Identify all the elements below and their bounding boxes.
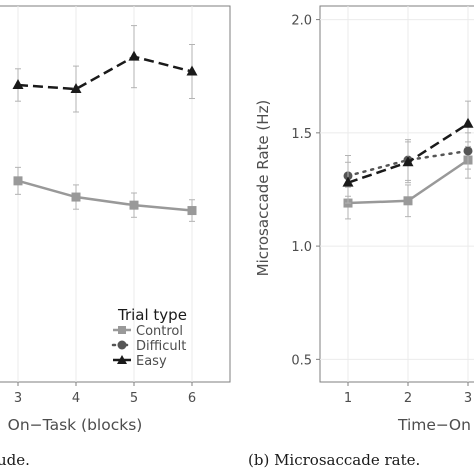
data-point-easy <box>12 79 24 89</box>
left-series-group <box>12 25 198 222</box>
right-y-axis-label: Microsaccade Rate (Hz) <box>254 100 272 277</box>
series-easy <box>12 25 198 113</box>
y-tick-label: 1.5 <box>291 127 312 142</box>
right-x-tick-labels: 1 2 3 <box>344 382 472 406</box>
x-tick-label: 5 <box>130 391 138 406</box>
legend-key-easy <box>113 355 131 364</box>
right-plot-frame <box>319 5 474 383</box>
left-panel: 3 4 5 6 On−Task (blocks) Trial type Control… <box>0 5 231 469</box>
x-tick-label: 3 <box>464 391 472 406</box>
left-caption: ude. <box>0 451 30 469</box>
legend-label-control: Control <box>136 324 183 339</box>
data-point-control <box>71 192 81 202</box>
data-point-easy <box>186 65 198 76</box>
data-point-easy <box>402 156 414 167</box>
legend-key-difficult <box>111 340 133 350</box>
x-tick-label: 4 <box>72 391 80 406</box>
x-tick-label: 3 <box>14 391 22 406</box>
x-tick-label: 1 <box>344 391 352 406</box>
left-x-axis-label: On−Task (blocks) <box>8 416 143 434</box>
data-point-difficult <box>463 146 473 156</box>
right-x-axis-label: Time−On <box>397 416 471 434</box>
legend-label-easy: Easy <box>136 354 167 369</box>
data-point-easy <box>342 176 354 187</box>
x-tick-label: 2 <box>404 391 412 406</box>
legend-title: Trial type <box>117 306 187 324</box>
series-line-easy <box>17 55 193 91</box>
series-line-control <box>17 179 193 212</box>
series-easy <box>342 100 474 204</box>
legend: Trial type Control Difficult Easy <box>111 306 187 369</box>
data-point-control <box>403 196 413 206</box>
data-point-control <box>187 206 197 216</box>
legend-label-difficult: Difficult <box>136 339 186 354</box>
series-control <box>13 166 197 222</box>
data-point-control <box>13 176 23 186</box>
right-caption: (b) Microsaccade rate. <box>248 451 420 469</box>
y-tick-label: 0.5 <box>291 353 312 368</box>
legend-key-control <box>113 326 131 334</box>
data-point-easy <box>70 83 82 94</box>
y-tick-label: 1.0 <box>291 240 312 255</box>
x-tick-label: 6 <box>188 391 196 406</box>
right-series-group <box>342 100 474 220</box>
right-y-tick-labels: 0.5 1.0 1.5 2.0 <box>291 14 320 368</box>
left-plot-frame <box>0 5 231 383</box>
left-x-tick-labels: 3 4 5 6 <box>14 382 196 406</box>
data-point-easy <box>462 117 474 128</box>
y-tick-label: 2.0 <box>291 14 312 29</box>
data-point-easy <box>128 50 140 61</box>
data-point-control <box>129 200 139 210</box>
